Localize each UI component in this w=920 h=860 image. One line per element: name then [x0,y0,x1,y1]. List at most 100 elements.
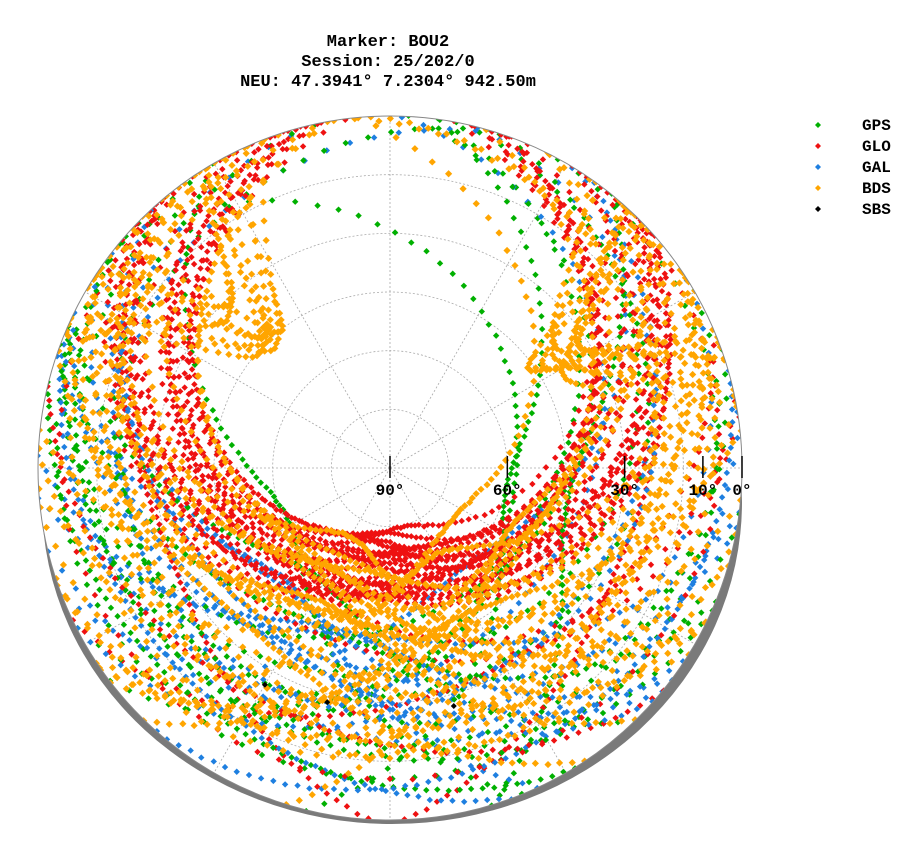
obs-point-gps [107,604,115,612]
obs-point-gal [502,687,509,694]
obs-point-gps [121,442,129,449]
obs-point-gps [280,758,287,766]
obs-point-gps [612,700,620,708]
obs-point-glo [287,569,294,576]
obs-point-gps [522,747,530,755]
obs-point-gal [210,710,217,717]
obs-point-gal [640,684,647,691]
obs-point-gps [276,714,283,721]
obs-point-glo [670,612,678,620]
obs-point-glo [629,668,636,675]
obs-point-gal [157,620,165,627]
obs-point-gal [449,797,456,804]
obs-point-gps [587,428,594,436]
obs-point-gps [509,379,517,387]
obs-point-gal [169,659,176,666]
obs-point-gal [730,460,737,468]
obs-point-glo [688,510,695,517]
obs-point-gps [401,785,408,792]
obs-point-gps [363,695,370,702]
obs-point-gal [543,633,550,641]
obs-point-gps [557,730,564,738]
obs-point-gal [163,651,171,659]
obs-point-gps [137,606,145,613]
obs-point-glo [102,612,109,620]
obs-point-gal [478,156,485,163]
obs-point-gps [127,629,134,637]
obs-point-gal [121,512,129,519]
obs-point-gal [62,358,70,366]
obs-point-gps [532,271,539,278]
obs-point-gal [175,742,182,749]
obs-point-gps [245,671,252,678]
obs-point-gps [290,610,297,618]
obs-point-gal [222,542,230,549]
track-gal [56,329,515,805]
obs-point-gps [381,717,388,724]
obs-point-gps [422,733,429,740]
obs-point-glo [395,628,403,636]
obs-point-gps [77,347,84,354]
obs-point-gps [534,215,541,222]
obs-point-gps [235,534,242,542]
obs-point-gal [444,672,451,679]
obs-point-gps [555,642,562,650]
obs-point-gps [447,737,455,744]
obs-point-gps [217,612,225,619]
obs-point-gal [298,598,305,606]
obs-point-gal [436,669,443,676]
obs-point-gal [84,544,92,551]
obs-point-gps [203,674,210,681]
obs-point-gps [337,772,344,780]
obs-point-glo [657,275,664,283]
obs-point-gps [314,202,321,209]
obs-point-gal [275,625,283,633]
obs-point-gps [137,610,145,618]
obs-point-gps [301,765,308,772]
obs-point-glo [596,598,603,605]
obs-point-gps [398,719,406,726]
obs-point-gps [501,357,509,365]
obs-point-glo [262,605,270,612]
obs-point-gps [198,629,205,637]
obs-point-gps [210,521,217,529]
obs-point-gps [452,767,459,774]
obs-point-gps [384,765,391,772]
obs-point-gal [246,558,253,565]
obs-point-gps [721,371,729,378]
obs-point-gal [385,697,393,704]
obs-point-gal [603,209,611,216]
obs-point-gps [174,604,181,611]
obs-point-glo [559,727,566,734]
obs-point-gal [159,585,167,592]
obs-point-gps [183,250,190,258]
obs-point-gps [514,423,521,430]
obs-point-gps [434,649,442,656]
obs-point-glo [539,704,547,711]
obs-point-gal [396,714,403,721]
obs-point-gal [215,611,222,618]
obs-point-gal [242,722,250,729]
obs-point-glo [177,579,184,586]
obs-point-gps [120,621,128,628]
obs-point-gps [602,664,610,671]
obs-point-gps [538,325,546,333]
obs-point-gps [58,495,65,502]
obs-point-gal [436,775,443,783]
obs-point-gps [455,693,463,700]
obs-point-gps [617,651,625,658]
obs-point-gps [235,449,242,456]
obs-point-gal [281,781,289,788]
obs-point-gps [85,479,93,486]
obs-point-gps [340,746,347,754]
obs-point-gal [576,693,583,700]
obs-point-gal [651,371,658,378]
obs-point-glo [585,609,592,616]
obs-point-gps [122,233,129,240]
obs-point-glo [156,521,163,528]
obs-point-gal [508,717,515,725]
obs-point-gal [92,532,99,540]
obs-point-gps [228,441,236,449]
obs-point-gps [156,631,164,639]
obs-point-gal [70,486,77,493]
